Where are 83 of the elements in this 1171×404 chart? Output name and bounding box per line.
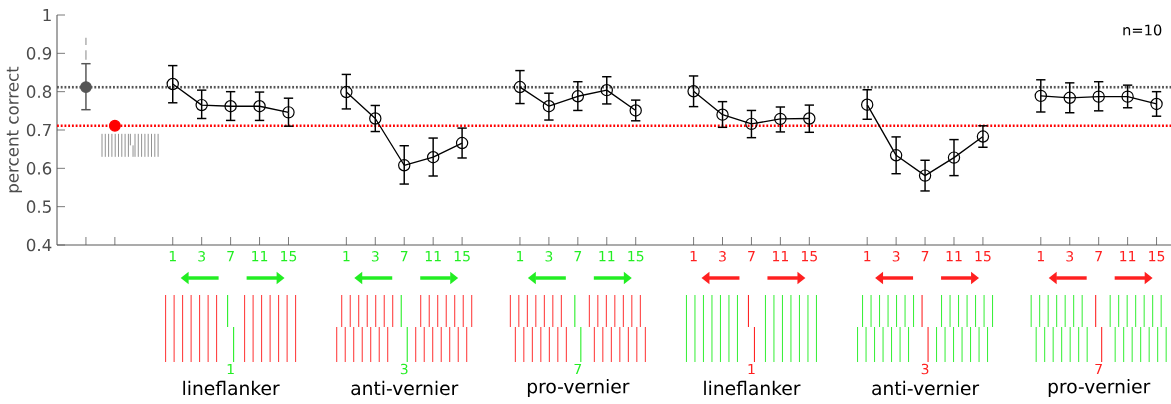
annotation: n=10: [1123, 24, 1162, 36]
x-tick-label: 7: [748, 251, 755, 262]
point: [1063, 91, 1076, 105]
point: [224, 100, 237, 113]
point: [1034, 89, 1048, 103]
text: 3: [921, 363, 929, 375]
point: [455, 136, 469, 150]
point: [398, 159, 411, 172]
y-tick-label: 0.9: [26, 47, 52, 60]
x-tick-label: 3: [1066, 251, 1074, 262]
x-tick-label: 11: [599, 251, 615, 262]
text: 3: [400, 363, 408, 375]
x-tick-label: 11: [773, 251, 788, 262]
point: [1092, 90, 1105, 103]
x-tick-label: 11: [425, 251, 441, 262]
x-tick-label: 3: [545, 251, 553, 262]
x-tick-label: 11: [252, 251, 268, 262]
text: 1: [227, 363, 234, 375]
x-tick-label: 1: [517, 251, 524, 262]
point: [889, 149, 903, 162]
point: [1150, 97, 1163, 111]
point: [803, 112, 816, 125]
x-tick-label: 15: [454, 251, 470, 262]
point: [80, 81, 92, 94]
text: pro-vernier: [1048, 378, 1151, 398]
x-tick-label: 1: [1037, 251, 1044, 262]
x-tick-label: 1: [690, 251, 697, 262]
point: [340, 85, 353, 99]
point: [1121, 90, 1134, 103]
x-tick-label: 7: [227, 251, 234, 262]
point: [542, 100, 556, 113]
point: [571, 90, 585, 103]
point: [918, 169, 932, 182]
x-tick-label: 3: [719, 251, 726, 262]
text: lineflanker: [704, 380, 801, 396]
text: 7: [574, 363, 582, 375]
text: 1: [748, 363, 755, 375]
x-tick-label: 11: [946, 251, 962, 262]
y-tick-label: 0.5: [26, 200, 51, 213]
point: [369, 112, 382, 125]
x-tick-label: 15: [1149, 251, 1165, 262]
text: anti-vernier: [872, 380, 980, 396]
point: [860, 98, 874, 111]
text: 7: [1095, 363, 1102, 375]
point: [687, 85, 700, 98]
x-tick-label: 1: [343, 251, 350, 262]
point: [947, 151, 961, 164]
point: [976, 130, 990, 143]
point: [774, 112, 787, 126]
point: [282, 106, 295, 119]
x-tick-label: 7: [921, 251, 929, 262]
x-tick-label: 3: [198, 251, 205, 262]
point: [426, 151, 440, 164]
x-tick-label: 15: [628, 251, 644, 262]
point: [745, 117, 758, 131]
x-tick-label: 11: [1120, 251, 1136, 262]
y-tick-label: 0.4: [26, 238, 52, 252]
text: pro-vernier: [527, 378, 630, 398]
x-tick-label: 15: [281, 251, 297, 262]
text: lineflanker: [183, 380, 280, 396]
point: [108, 119, 121, 132]
x-tick-label: 1: [864, 251, 871, 262]
y-tick-label: 0.6: [26, 162, 52, 175]
y-tick-label: 0.7: [26, 123, 51, 137]
point: [600, 83, 613, 97]
y-axis-title: percent correct: [6, 66, 22, 193]
y-tick-label: 0.8: [26, 85, 52, 98]
y-tick-label: 1: [43, 8, 51, 22]
point: [629, 104, 642, 117]
x-tick-label: 7: [1095, 251, 1102, 262]
x-tick-label: 15: [975, 251, 991, 262]
x-tick-label: 1: [169, 251, 176, 262]
x-tick-label: 15: [801, 251, 817, 262]
point: [716, 108, 729, 121]
point: [253, 100, 266, 113]
point: [513, 80, 527, 94]
x-tick-label: 7: [574, 251, 582, 262]
x-tick-label: 3: [892, 251, 900, 262]
point: [166, 77, 179, 91]
x-tick-label: 3: [371, 251, 379, 262]
x-tick-label: 7: [400, 251, 408, 262]
text: anti-vernier: [351, 380, 459, 396]
point: [195, 98, 208, 112]
